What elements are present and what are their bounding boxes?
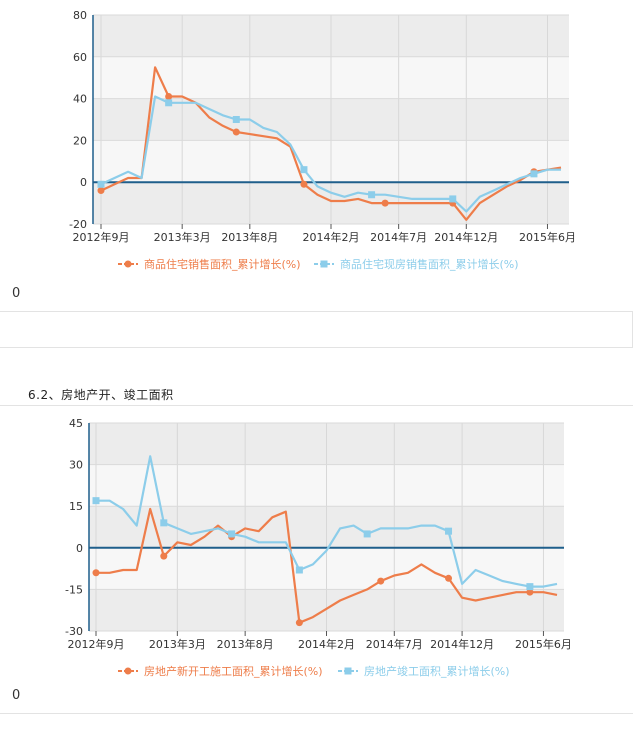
chart1-series-0-point xyxy=(232,128,240,136)
chart2-legend-label-1: 房地产竣工面积_累计增长(%) xyxy=(364,664,510,678)
chart2-x-tick-label: 2012年9月 xyxy=(68,637,125,651)
chart2-x-tick-label: 2013年8月 xyxy=(217,637,274,651)
chart1-legend-marker-1 xyxy=(320,260,328,268)
chart2-legend-label-0: 房地产新开工施工面积_累计增长(%) xyxy=(144,664,323,678)
chart1-legend-label-0: 商品住宅销售面积_累计增长(%) xyxy=(144,257,301,271)
chart2-y-tick-label: 0 xyxy=(76,542,83,555)
chart2-x-tick-label: 2015年6月 xyxy=(515,637,572,651)
chart2-series-0-point xyxy=(160,552,168,560)
chart1-series-line-0 xyxy=(100,66,562,221)
chart1-y-tick-label: 20 xyxy=(73,134,87,147)
chart1-series-1-point xyxy=(232,116,240,123)
section-title: 6.2、房地产开、竣工面积 xyxy=(28,388,174,402)
chart1-x-tick-label: 2014年2月 xyxy=(303,230,360,244)
footer-value-1: 0 xyxy=(12,286,21,301)
chart-sales-area: 80 60 40 20 0 -20 2012年9月 2013年3月 2013年8月 2014年2月… xyxy=(0,0,633,285)
chart1-x-tick-label: 2012年9月 xyxy=(73,230,130,244)
chart2-x-tick-label: 2014年7月 xyxy=(366,637,423,651)
chart2-series-1-point xyxy=(160,519,168,527)
chart1-series-1-point xyxy=(300,166,308,174)
chart2-series-0-point xyxy=(295,619,303,627)
chart2-series-1-point xyxy=(295,566,303,574)
divider-1a xyxy=(0,311,633,312)
chart1-y-tick-label: 0 xyxy=(80,176,87,189)
footer-value-2: 0 xyxy=(12,688,21,703)
chart1-series-1-point xyxy=(449,195,457,203)
chart1-x-tick-label: 2015年6月 xyxy=(519,230,576,244)
chart2-y-tick-label: -15 xyxy=(65,583,83,596)
chart2-series-0-point xyxy=(377,577,385,585)
chart1-y-tick-label: 40 xyxy=(73,93,87,106)
chart1-legend-marker-0 xyxy=(124,260,132,268)
chart2-y-tick-label: 45 xyxy=(69,417,83,430)
chart1-x-tick-label: 2014年12月 xyxy=(434,230,498,244)
chart1-series-0-point xyxy=(381,199,389,207)
chart2-series-line-0 xyxy=(96,507,558,624)
chart2-series-1-point xyxy=(445,527,453,535)
chart2-x-tick-label: 2013年3月 xyxy=(149,637,206,651)
chart1-series-line-1 xyxy=(100,95,561,213)
chart2-series-0-point xyxy=(526,588,534,596)
chart1-series-1-point xyxy=(97,180,105,188)
chart1-series-0-point xyxy=(300,180,308,188)
chart2-series-1-point xyxy=(92,497,100,505)
chart2-series-line-1 xyxy=(96,455,558,588)
chart2-y-tick-label: 30 xyxy=(69,459,83,472)
chart1-y-tick-label: 80 xyxy=(73,9,87,22)
chart2-series-0-point xyxy=(92,569,100,577)
chart1-y-tick-label: 60 xyxy=(73,51,87,64)
chart1-series-1-point xyxy=(165,99,173,107)
chart2-series-0-point xyxy=(445,574,453,582)
chart2-series-1-point xyxy=(363,530,371,538)
divider-2 xyxy=(0,405,633,406)
chart1-series-1-point xyxy=(368,191,376,199)
chart2-legend-marker-0 xyxy=(124,667,132,675)
chart2-x-tick-label: 2014年12月 xyxy=(430,637,494,651)
chart1-x-tick-label: 2013年8月 xyxy=(221,230,278,244)
chart1-y-tick-label: -20 xyxy=(69,218,87,231)
chart1-series-0-point xyxy=(165,93,173,101)
chart2-legend-marker-1 xyxy=(344,667,352,675)
chart1-legend-label-1: 商品住宅现房销售面积_累计增长(%) xyxy=(340,257,519,271)
divider-3 xyxy=(0,713,633,714)
chart1-series-0-point xyxy=(97,187,105,195)
chart1-x-tick-label: 2013年3月 xyxy=(154,230,211,244)
chart2-y-tick-label: 15 xyxy=(69,500,83,513)
chart1-x-tick-label: 2014年7月 xyxy=(370,230,427,244)
chart2-series-1-point xyxy=(526,583,534,591)
chart2-y-tick-label: -30 xyxy=(65,625,83,638)
chart-construction-area: 45 30 15 0 -15 -30 2012年9月 2013年3月 2013年8月 2014年2… xyxy=(0,412,633,680)
chart1-series-1-point xyxy=(530,170,538,178)
chart2-series-1-point xyxy=(228,530,236,538)
chart2-x-tick-label: 2014年2月 xyxy=(298,637,355,651)
divider-1b xyxy=(0,347,633,348)
